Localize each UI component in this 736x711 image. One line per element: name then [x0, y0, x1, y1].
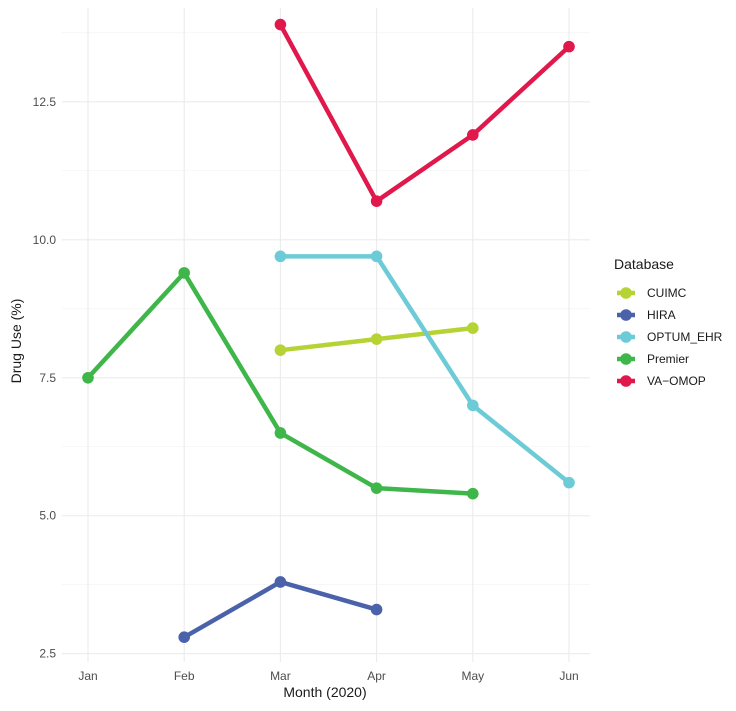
y-tick-label: 7.5	[39, 371, 56, 385]
data-point-va-omop	[370, 195, 383, 207]
series-cuimc	[274, 322, 479, 356]
legend-key-point	[620, 353, 632, 365]
legend: Database CUIMC HIRA OPTUM_EHR Premier VA−OMO…	[614, 256, 723, 388]
x-tick-label: Jan	[78, 669, 97, 683]
series-optum-ehr	[274, 250, 575, 489]
y-tick-label: 10.0	[33, 233, 57, 247]
data-point-va-omop	[467, 129, 479, 141]
legend-items: CUIMC HIRA OPTUM_EHR Premier VA−OMOP	[617, 286, 723, 388]
legend-key-point	[620, 375, 632, 387]
legend-key-point	[620, 309, 632, 321]
x-tick-label: Feb	[174, 669, 195, 683]
legend-key-point	[620, 331, 632, 343]
series-lines	[82, 18, 575, 643]
y-axis-title: Drug Use (%)	[8, 299, 24, 384]
x-axis-ticks: Jan Feb Mar Apr May Jun	[78, 669, 578, 683]
x-tick-label: Mar	[270, 669, 291, 683]
x-axis-title: Month (2020)	[283, 684, 366, 700]
data-point-cuimc	[467, 322, 479, 334]
series-line-va-omop	[278, 22, 572, 204]
series-premier	[82, 267, 479, 500]
y-tick-label: 5.0	[39, 509, 56, 523]
series-line-optum-ehr	[278, 254, 572, 485]
data-point-premier	[82, 371, 94, 384]
legend-item-hira: HIRA	[617, 308, 676, 322]
data-point-optum-ehr	[563, 476, 575, 489]
legend-key-point	[620, 287, 632, 299]
data-point-hira	[274, 576, 287, 588]
data-point-optum-ehr	[467, 399, 479, 412]
data-point-optum-ehr	[274, 250, 287, 263]
legend-label: VA−OMOP	[647, 374, 706, 388]
legend-item-optum-ehr: OPTUM_EHR	[617, 330, 723, 344]
x-tick-label: Jun	[559, 669, 578, 683]
data-point-premier	[467, 487, 479, 500]
legend-label: Premier	[647, 352, 689, 366]
data-point-premier	[178, 267, 190, 279]
legend-label: OPTUM_EHR	[647, 330, 723, 344]
data-point-va-omop	[274, 18, 287, 31]
data-point-va-omop	[563, 40, 575, 53]
y-tick-label: 12.5	[33, 95, 57, 109]
data-point-cuimc	[274, 344, 287, 356]
legend-label: CUIMC	[647, 286, 687, 300]
series-va-omop	[274, 18, 575, 207]
legend-label: HIRA	[647, 308, 676, 322]
x-tick-label: May	[461, 669, 484, 683]
legend-item-premier: Premier	[617, 352, 689, 366]
legend-item-va-omop: VA−OMOP	[617, 374, 706, 388]
y-tick-label: 2.5	[39, 647, 56, 661]
data-point-cuimc	[370, 333, 383, 345]
x-tick-label: Apr	[367, 669, 386, 683]
y-axis-ticks: 2.5 5.0 7.5 10.0 12.5	[33, 95, 57, 661]
data-point-premier	[370, 482, 383, 494]
data-point-optum-ehr	[370, 250, 383, 263]
data-point-hira	[370, 603, 383, 616]
data-point-hira	[178, 631, 190, 643]
series-hira	[178, 576, 383, 643]
legend-title: Database	[614, 256, 674, 272]
legend-item-cuimc: CUIMC	[617, 286, 687, 300]
data-point-premier	[274, 427, 287, 439]
